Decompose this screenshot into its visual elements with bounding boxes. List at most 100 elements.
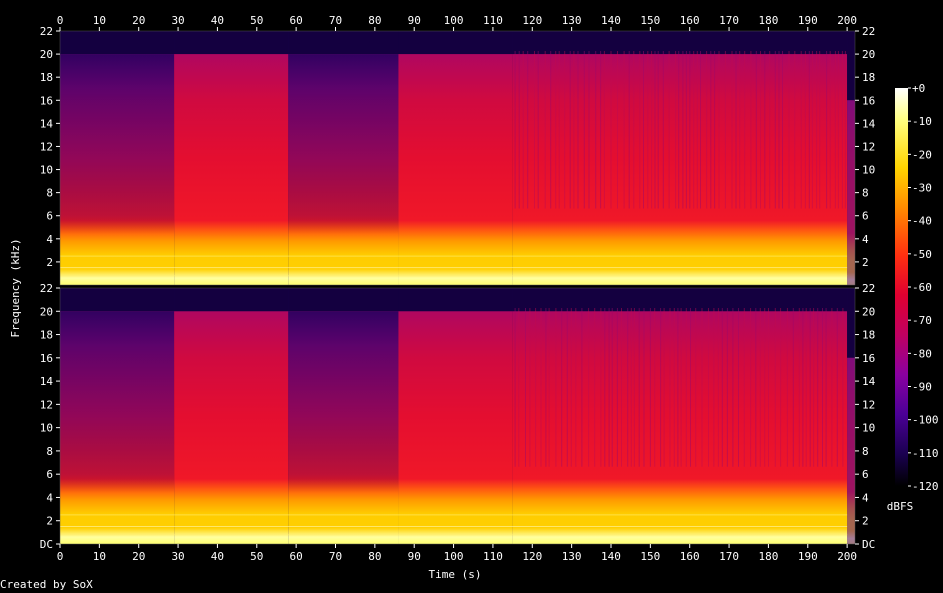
x-tick-label-top: 200 (837, 14, 857, 27)
colorbar-tick-label: -120 (912, 480, 939, 493)
time-segment (398, 31, 513, 285)
cutoff-band (288, 31, 399, 55)
pulse-streak (603, 51, 605, 209)
y-tick-label: 2 (46, 256, 53, 269)
pulse-streak (668, 51, 670, 209)
cutoff-band (512, 31, 848, 55)
x-tick-label-top: 170 (719, 14, 739, 27)
time-segment (60, 31, 175, 285)
pulse-streak (595, 51, 597, 209)
time-segment (512, 31, 848, 285)
x-tick-label: 0 (57, 550, 64, 563)
time-segment (174, 288, 289, 544)
cutoff-band (847, 31, 855, 101)
y-tick-label: DC (40, 538, 53, 551)
y-tick-label-right: 22 (862, 282, 875, 295)
channel-panel (59, 287, 856, 545)
y-tick-label-right: 10 (862, 422, 875, 435)
pulse-streak (755, 51, 757, 209)
pulse-streak (817, 308, 819, 467)
x-tick-label-top: 100 (444, 14, 464, 27)
pulse-streak (735, 51, 737, 209)
pulse-streak (750, 51, 752, 209)
x-tick-label-top: 150 (640, 14, 660, 27)
pulse-streak (794, 51, 796, 209)
y-tick-label-right: 16 (862, 352, 875, 365)
y-tick-label: 16 (40, 94, 53, 107)
quiet-overlay (288, 311, 399, 544)
pulse-streak (550, 51, 552, 209)
pulse-streak (759, 308, 761, 467)
y-tick-label-right: 2 (862, 256, 869, 269)
y-tick-label: 2 (46, 515, 53, 528)
colorbar-tick-label: +0 (912, 82, 925, 95)
pulse-streak (669, 308, 671, 467)
pulse-streak (788, 51, 790, 209)
pulse-streak (842, 308, 844, 467)
x-tick-label: 120 (522, 550, 542, 563)
x-tick-label-top: 50 (250, 14, 263, 27)
y-tick-label: 12 (40, 398, 53, 411)
x-tick-label: 160 (680, 550, 700, 563)
x-tick-label-top: 190 (798, 14, 818, 27)
x-tick-label: 80 (368, 550, 381, 563)
pulse-streak (829, 51, 831, 209)
quiet-overlay (60, 311, 175, 544)
pulse-streak (706, 51, 708, 209)
pulse-streak (610, 51, 612, 209)
pulse-streak (685, 308, 687, 467)
cutoff-band (174, 288, 289, 312)
pulse-streak (570, 308, 572, 467)
x-tick-label: 20 (132, 550, 145, 563)
pulse-streak (780, 308, 782, 467)
y-tick-label: 4 (46, 233, 53, 246)
x-tick-label-top: 160 (680, 14, 700, 27)
y-tick-label-right: 6 (862, 468, 869, 481)
pulse-streak (558, 51, 560, 209)
time-segment (174, 31, 289, 285)
pulse-streak (654, 51, 656, 209)
y-tick-label-right: DC (862, 538, 875, 551)
pulse-streak (816, 51, 818, 209)
y-tick-label-right: 22 (862, 25, 875, 38)
x-tick-label: 50 (250, 550, 263, 563)
colorbar-tick-label: -40 (912, 215, 932, 228)
y-tick-label: 18 (40, 71, 53, 84)
colorbar-tick-label: -90 (912, 381, 932, 394)
x-tick-label: 40 (211, 550, 224, 563)
pulse-streak (581, 308, 583, 467)
pulse-streak (633, 308, 635, 467)
pulse-streak (792, 308, 794, 467)
pulse-streak (643, 51, 644, 209)
pulse-streak (628, 51, 630, 209)
colorbar-tick-label: -10 (912, 115, 932, 128)
y-tick-label-right: 6 (862, 210, 869, 223)
pulse-streak (518, 51, 520, 209)
pulse-streak (600, 51, 602, 209)
x-tick-label-top: 70 (329, 14, 342, 27)
pulse-streak (764, 308, 766, 467)
pulse-streak (525, 308, 526, 467)
colorbar-tick-label: -110 (912, 447, 939, 460)
colorbar-tick-label: -50 (912, 248, 932, 261)
y-tick-label-right: 18 (862, 71, 875, 84)
time-segment (288, 31, 399, 285)
pulse-streak (529, 308, 531, 467)
pulse-streak (663, 308, 665, 467)
y-tick-label: 14 (40, 375, 54, 388)
pulse-streak (837, 51, 839, 209)
x-tick-label: 130 (562, 550, 582, 563)
pulse-streak (545, 308, 547, 467)
y-tick-label: 20 (40, 305, 53, 318)
colorbar-tick-label: -30 (912, 182, 932, 195)
y-tick-label-right: 20 (862, 48, 875, 61)
quiet-overlay (288, 54, 399, 285)
pulse-streak (608, 308, 610, 467)
pulse-streak (825, 308, 827, 467)
y-tick-label: 22 (40, 282, 53, 295)
cutoff-band (60, 31, 175, 55)
x-tick-label-top: 40 (211, 14, 224, 27)
cutoff-band (512, 288, 848, 312)
pulse-streak (721, 308, 723, 467)
time-segment (512, 288, 848, 544)
